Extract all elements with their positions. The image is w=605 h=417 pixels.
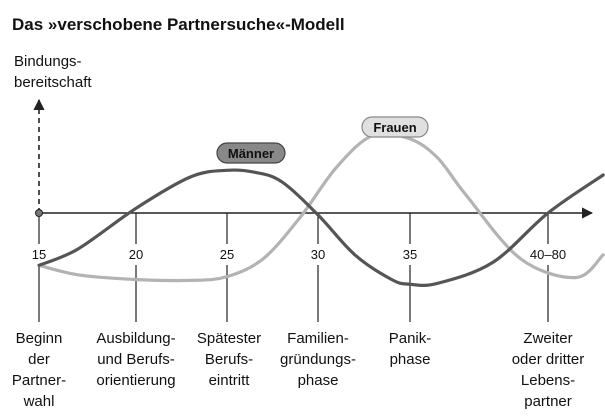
legend-men: Männer [216,142,286,164]
phase-label: Lebens- [521,372,575,389]
phase-label: eintritt [209,372,251,389]
phase-label: Partner- [12,372,66,389]
legend-women-pill [361,116,429,138]
x-tick-label: 30 [311,247,325,262]
phase-label: partner [524,393,572,410]
y-axis-label-line-1: Bindungs- [14,53,82,70]
legend-men-pill [216,142,286,164]
x-ticks: 15 20 25 30 35 40–80 [32,213,566,322]
phase-label: gründungs- [280,351,356,368]
legend-men-label: Männer [228,146,274,161]
chart-title: Das »verschobene Partnersuche«-Modell [12,15,345,34]
origin-point [35,209,43,217]
phase-label: der [28,351,50,368]
series-line-frauen [37,131,605,283]
series-layer [37,131,605,287]
x-tick-label: 35 [403,247,417,262]
phase-label: oder dritter [512,351,585,368]
phase-label: phase [298,372,339,389]
phase-label: Zweiter [523,330,572,347]
phase-label: Beginn [16,330,63,347]
phase-label: und Berufs- [97,351,175,368]
legend-women: Frauen [361,116,429,138]
x-tick-label: 25 [220,247,234,262]
phase-label: Ausbildung- [96,330,175,347]
phase-label: phase [390,351,431,368]
series-line-maenner [37,168,605,287]
phase-label: wahl [23,393,55,410]
phase-label: orientierung [96,372,175,389]
y-axis-label-line-2: bereitschaft [14,74,92,91]
phase-label: Panik- [389,330,432,347]
phase-labels: Beginn der Partner-wahl Ausbildung-und Beru… [12,330,584,410]
x-tick-label: 15 [32,247,46,262]
phase-label: Spätester [197,330,261,347]
phase-label: Familien- [287,330,349,347]
x-tick-label: 40–80 [530,247,566,262]
legend-women-label: Frauen [373,120,416,135]
phase-label: Berufs- [205,351,253,368]
x-tick-label: 20 [129,247,143,262]
